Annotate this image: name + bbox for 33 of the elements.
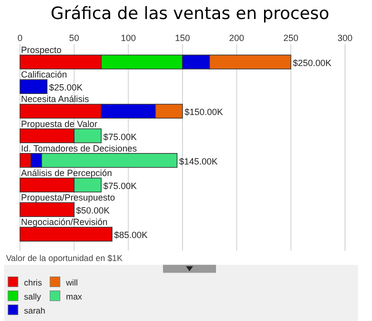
- legend-label: max: [66, 291, 83, 302]
- y-tick-label: Propuesta/Presupuesto: [21, 192, 116, 203]
- total-label: $150.00K: [184, 107, 224, 118]
- chart-title: Gráfica de las ventas en proceso: [50, 4, 330, 24]
- bar: [20, 226, 112, 242]
- x-tick-label: 50: [69, 33, 80, 43]
- y-tick-label: Negociación/Revisión: [21, 217, 108, 228]
- total-label: $75.00K: [103, 181, 137, 191]
- x-tick-label: 100: [120, 33, 136, 43]
- x-axis-title: Valor de la oportunidad en $1K: [6, 252, 123, 263]
- y-tick-label: Análisis de Percepción: [21, 168, 112, 178]
- y-tick-label: Necesita Análisis: [21, 94, 90, 104]
- bar: [20, 202, 75, 217]
- x-tick-label: 200: [229, 33, 244, 43]
- total-label: $250.00K: [292, 58, 332, 68]
- x-tick-label: 150: [174, 33, 190, 43]
- total-label: $145.00K: [179, 156, 218, 166]
- total-label: $85.00K: [114, 230, 148, 240]
- y-tick-label: Id. Tomadores de Decisiones: [21, 143, 138, 154]
- y-tick-label: Calificación: [21, 70, 68, 80]
- bar: [20, 79, 48, 94]
- y-tick-label: Prospecto: [21, 45, 62, 55]
- total-label: $75.00K: [103, 132, 137, 142]
- x-tick-label: 0: [17, 33, 23, 43]
- legend-label: sarah: [24, 305, 46, 316]
- total-label: $50.00K: [76, 206, 110, 216]
- y-tick-label: Propuesta de Valor: [21, 118, 98, 129]
- x-tick-label: 250: [283, 33, 298, 43]
- legend-label: sally: [24, 291, 42, 302]
- x-tick-label: 300: [337, 33, 353, 43]
- legend-label: will: [65, 277, 78, 288]
- total-label: $25.00K: [49, 82, 83, 93]
- legend-label: chris: [24, 277, 42, 288]
